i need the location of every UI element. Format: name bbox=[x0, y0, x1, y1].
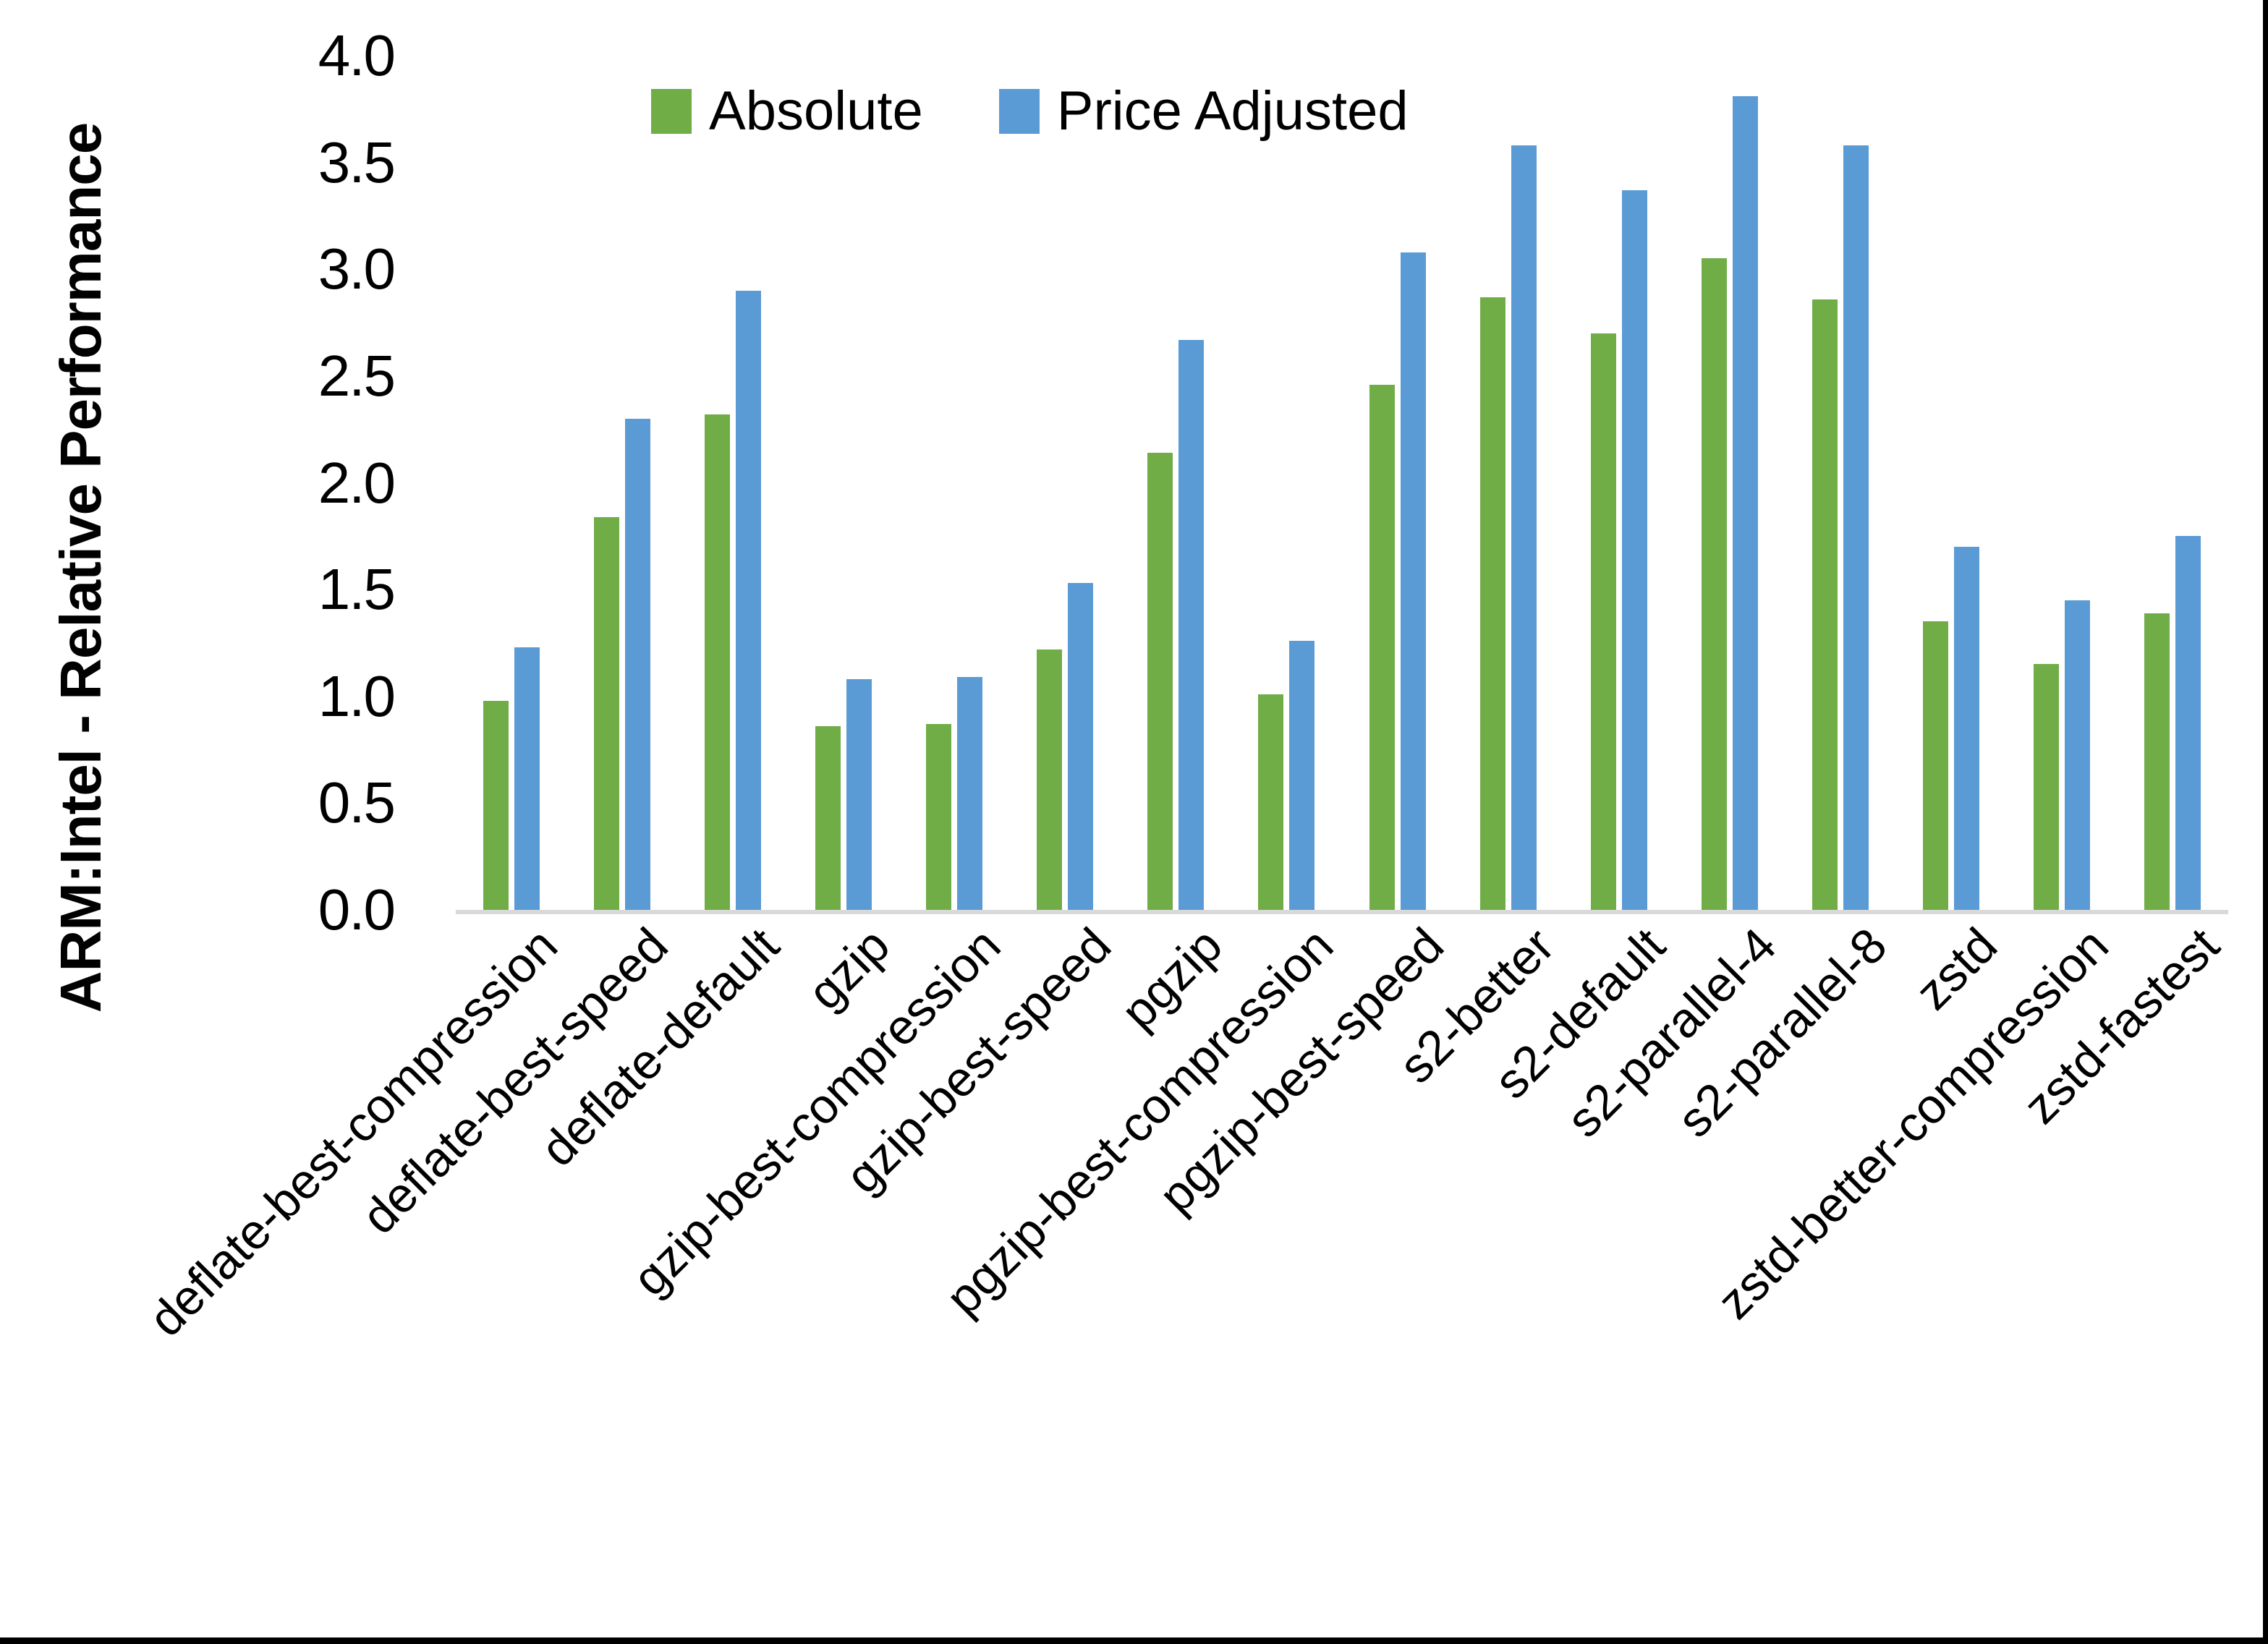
price-adjusted-series-swatch-icon bbox=[998, 88, 1040, 134]
legend-label-absolute: Absolute bbox=[709, 80, 923, 142]
bar-price-adjusted-zstd-better-compression bbox=[2065, 600, 2091, 910]
bar-price-adjusted-deflate-best-speed bbox=[624, 418, 650, 910]
legend-label-price-adjusted: Price Adjusted bbox=[1056, 80, 1409, 142]
y-tick-label: 2.0 bbox=[318, 450, 396, 515]
bar-price-adjusted-gzip-best-speed bbox=[1068, 583, 1094, 910]
bar-absolute-pgzip-best-speed bbox=[1369, 384, 1395, 910]
bar-absolute-gzip-best-compression bbox=[926, 724, 952, 910]
bar-absolute-deflate-best-compression bbox=[483, 700, 509, 910]
bar-absolute-deflate-default bbox=[704, 414, 730, 910]
bar-absolute-gzip bbox=[815, 726, 841, 910]
y-tick-label: 3.0 bbox=[318, 237, 396, 302]
bar-price-adjusted-pgzip-best-speed bbox=[1400, 252, 1426, 910]
bar-price-adjusted-zstd-fastest bbox=[2175, 536, 2201, 910]
right-border bbox=[2263, 0, 2268, 1644]
bar-absolute-s2-better bbox=[1479, 297, 1505, 910]
y-tick-label: 0.5 bbox=[318, 770, 396, 835]
bar-price-adjusted-s2-better bbox=[1511, 145, 1537, 910]
bar-price-adjusted-gzip-best-compression bbox=[957, 677, 983, 910]
y-axis-title: ARM:Intel - Relative Performance bbox=[48, 122, 113, 1013]
bar-price-adjusted-deflate-best-compression bbox=[514, 647, 540, 910]
bottom-border bbox=[0, 1637, 2268, 1644]
bar-price-adjusted-zstd bbox=[1954, 547, 1980, 910]
bar-absolute-zstd-fastest bbox=[2144, 613, 2170, 910]
bar-price-adjusted-s2-parallel-4 bbox=[1732, 96, 1758, 910]
legend-item-absolute: Absolute bbox=[651, 80, 923, 142]
bar-price-adjusted-gzip bbox=[846, 679, 872, 910]
y-tick-label: 1.0 bbox=[318, 663, 396, 728]
bar-price-adjusted-pgzip-best-compression bbox=[1289, 640, 1315, 910]
bar-price-adjusted-s2-parallel-8 bbox=[1843, 145, 1869, 910]
bar-price-adjusted-deflate-default bbox=[735, 290, 761, 910]
bar-price-adjusted-pgzip bbox=[1178, 339, 1205, 910]
bar-absolute-s2-parallel-4 bbox=[1701, 258, 1727, 910]
bar-absolute-deflate-best-speed bbox=[593, 516, 619, 910]
y-tick-label: 4.0 bbox=[318, 23, 396, 88]
x-tick-label-deflate-best-compression: deflate-best-compression bbox=[138, 917, 569, 1347]
absolute-series-swatch-icon bbox=[651, 88, 692, 134]
bar-absolute-gzip-best-speed bbox=[1037, 649, 1063, 910]
bar-absolute-pgzip bbox=[1147, 453, 1173, 910]
y-tick-label: 3.5 bbox=[318, 129, 396, 195]
bar-absolute-s2-parallel-8 bbox=[1812, 299, 1838, 910]
x-axis-line bbox=[456, 910, 2228, 914]
bar-absolute-s2-default bbox=[1590, 333, 1616, 910]
legend: Absolute Price Adjusted bbox=[651, 80, 1409, 142]
y-tick-label: 1.5 bbox=[318, 557, 396, 622]
bar-absolute-zstd-better-compression bbox=[2034, 664, 2060, 910]
bar-price-adjusted-s2-default bbox=[1621, 190, 1647, 910]
y-tick-label: 2.5 bbox=[318, 343, 396, 408]
y-tick-label: 0.0 bbox=[318, 877, 396, 942]
legend-item-price-adjusted: Price Adjusted bbox=[998, 80, 1409, 142]
bar-absolute-pgzip-best-compression bbox=[1258, 694, 1284, 910]
bar-absolute-zstd bbox=[1923, 621, 1949, 910]
